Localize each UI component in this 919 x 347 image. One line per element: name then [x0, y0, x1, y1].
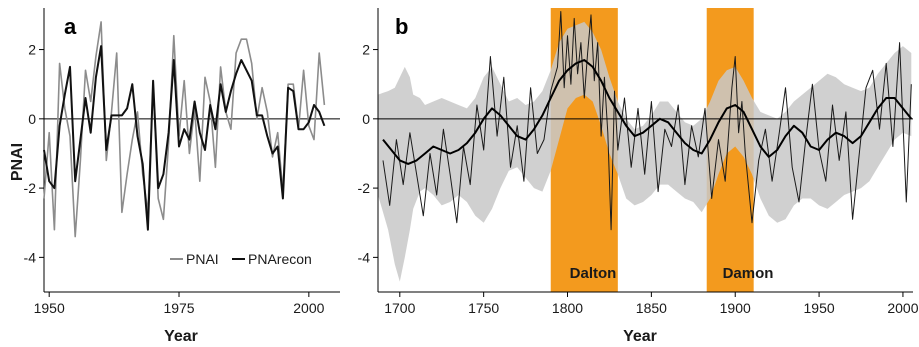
x-tick-label: 2000 [887, 300, 918, 316]
x-tick-label: 1975 [163, 300, 194, 316]
x-tick-label: 2000 [293, 300, 324, 316]
y-tick-label: 0 [362, 111, 370, 127]
panel-b-ticks: -4 -2 0 2 1700 1750 1800 1850 1900 1950 2000 [358, 8, 919, 316]
panel-a-chart: a PNAI Year -4 -2 0 2 1950 1975 2000 PNAI PNAr… [9, 8, 340, 345]
legend-pnarecon-label: PNArecon [248, 251, 312, 267]
series-annual [382, 11, 912, 231]
x-tick-label: 1800 [552, 300, 583, 316]
x-tick-label: 1750 [468, 300, 499, 316]
x-tick-label: 1900 [720, 300, 751, 316]
series-pnai [43, 21, 326, 238]
panel-b-series [382, 11, 913, 231]
y-tick-label: -2 [24, 180, 37, 196]
legend-pnai-label: PNAI [186, 251, 219, 267]
panel-a-legend: PNAI PNArecon [170, 251, 312, 267]
damon-band-label: Damon [723, 265, 774, 282]
series-pnarecon [43, 45, 326, 231]
x-tick-label: 1700 [384, 300, 415, 316]
x-tick-label: 1950 [34, 300, 65, 316]
y-tick-label: 2 [362, 42, 370, 58]
dalton-band-label: Dalton [570, 265, 617, 282]
panel-a-x-axis-title: Year [164, 328, 198, 345]
confidence-envelope [378, 21, 912, 282]
panel-b-x-axis-title: Year [623, 328, 657, 345]
y-tick-label: -2 [358, 180, 371, 196]
panel-a-label: a [64, 14, 77, 39]
y-tick-label: -4 [358, 249, 371, 265]
x-tick-label: 1950 [804, 300, 835, 316]
panel-b-envelope [378, 21, 912, 282]
x-tick-label: 1850 [636, 300, 667, 316]
y-axis-title: PNAI [9, 143, 26, 181]
panel-b-chart: -4 -2 0 2 1700 1750 1800 1850 1900 1950 2000 b Yea… [358, 8, 919, 345]
panel-a-series [43, 21, 326, 238]
y-tick-label: 0 [28, 111, 36, 127]
panel-a-ticks: -4 -2 0 2 1950 1975 2000 [24, 8, 340, 316]
y-tick-label: 2 [28, 42, 36, 58]
series-smoothed [382, 59, 913, 165]
panel-b-label: b [395, 14, 408, 39]
y-tick-label: -4 [24, 249, 37, 265]
